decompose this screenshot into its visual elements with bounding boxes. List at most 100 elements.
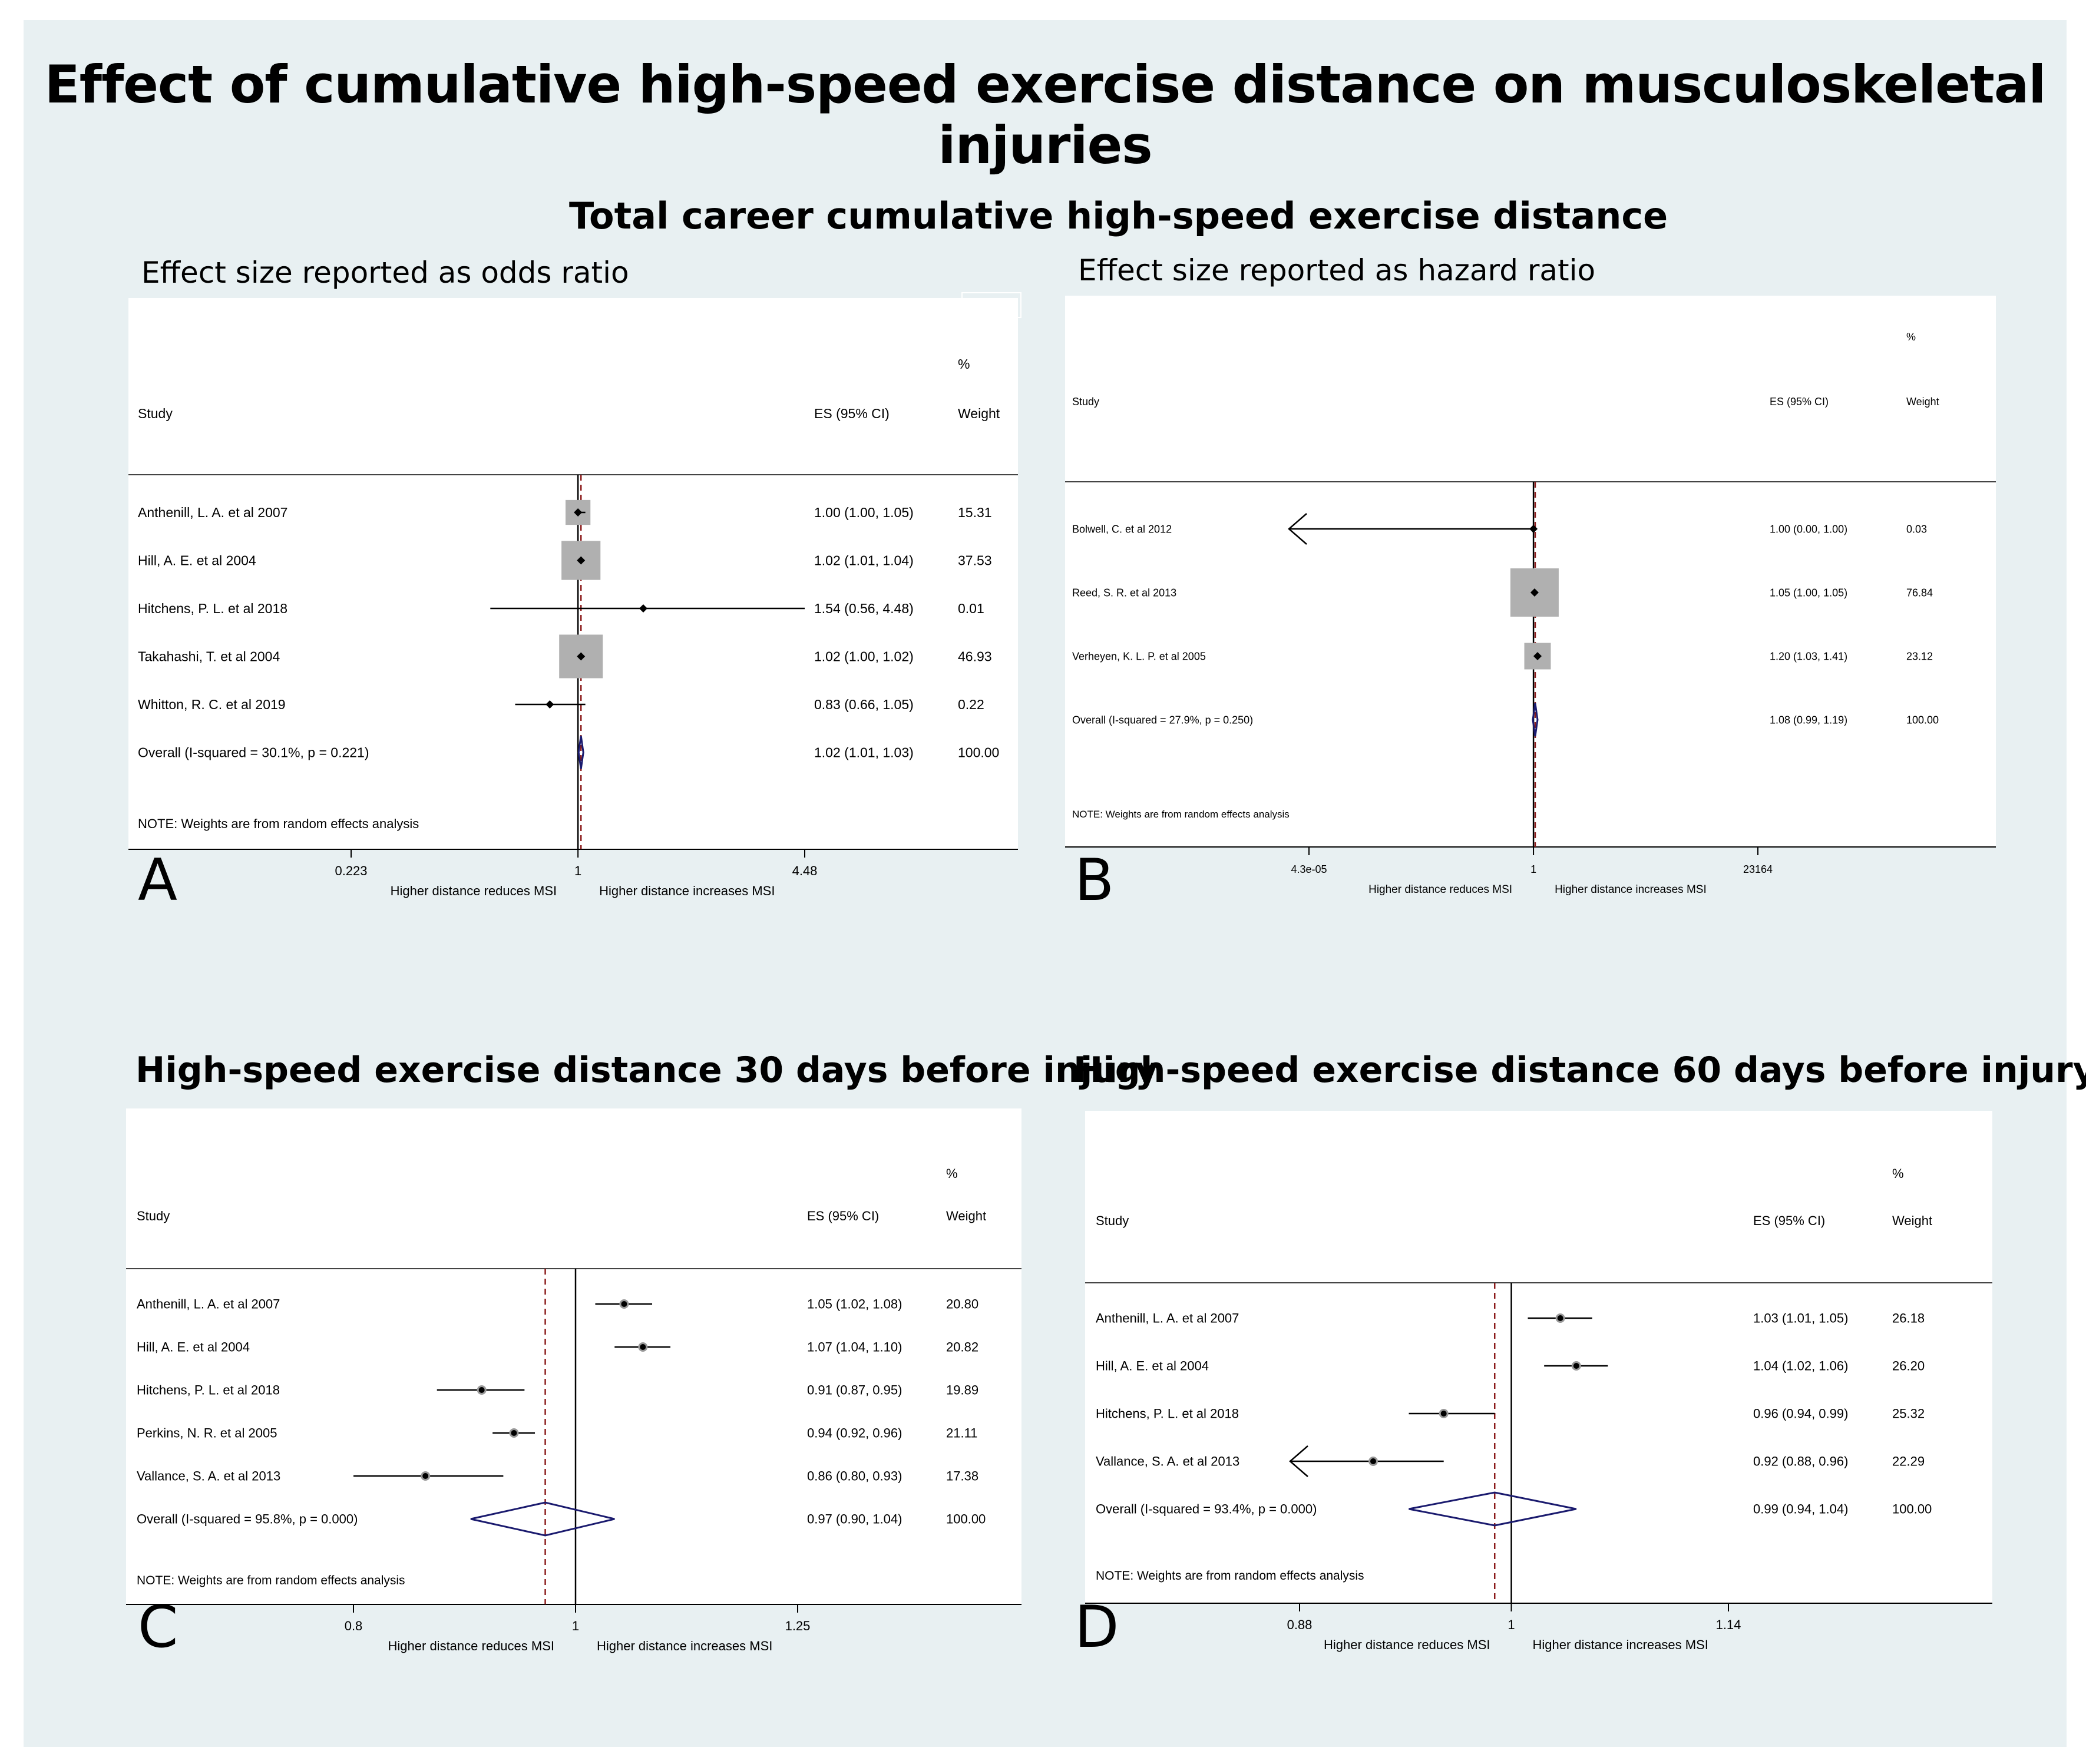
x-tick-label: 1.14	[1716, 1617, 1741, 1632]
point-estimate	[422, 1473, 429, 1479]
header-es: ES (95% CI)	[807, 1209, 879, 1223]
point-estimate	[546, 700, 554, 709]
study-es-text: 1.00 (1.00, 1.05)	[814, 505, 914, 520]
header-weight: Weight	[958, 406, 1000, 421]
study-label: Perkins, N. R. et al 2005	[137, 1426, 277, 1441]
study-label: Vallance, S. A. et al 2013	[1096, 1454, 1239, 1469]
study-label: Anthenill, L. A. et al 2007	[1096, 1311, 1239, 1326]
weights-note: NOTE: Weights are from random effects an…	[138, 816, 419, 831]
overall-weight-text: 100.00	[946, 1512, 986, 1527]
study-es-text: 0.91 (0.87, 0.95)	[807, 1383, 902, 1398]
point-estimate	[1370, 1458, 1377, 1464]
figure-background: Effect of cumulative high-speed exercise…	[24, 20, 2086, 1747]
study-weight-text: 26.20	[1892, 1359, 1925, 1374]
study-es-text: 1.54 (0.56, 4.48)	[814, 601, 914, 616]
xlabel-right: Higher distance increases MSI	[1533, 1637, 1708, 1652]
study-label: Hitchens, P. L. et al 2018	[138, 601, 287, 616]
overall-es-text: 1.02 (1.01, 1.03)	[814, 745, 914, 760]
overall-diamond	[470, 1501, 615, 1537]
study-es-text: 0.92 (0.88, 0.96)	[1753, 1454, 1848, 1469]
study-es-text: 1.02 (1.01, 1.04)	[814, 553, 914, 568]
study-es-text: 1.03 (1.01, 1.05)	[1753, 1311, 1848, 1326]
study-es-text: 1.05 (1.02, 1.08)	[807, 1297, 902, 1312]
study-weight-text: 17.38	[946, 1469, 978, 1484]
xlabel-left: Higher distance reduces MSI	[388, 1639, 554, 1653]
point-estimate	[511, 1430, 517, 1436]
study-weight-text: 25.32	[1892, 1406, 1925, 1421]
study-es-text: 1.04 (1.02, 1.06)	[1753, 1359, 1848, 1374]
study-label: Hitchens, P. L. et al 2018	[1096, 1406, 1239, 1421]
overall-weight-text: 100.00	[1892, 1502, 1932, 1517]
x-tick-label: 4.48	[792, 863, 818, 878]
study-es-text: 1.05 (1.00, 1.05)	[1770, 587, 1847, 598]
study-es-text: 0.83 (0.66, 1.05)	[814, 697, 914, 712]
header-es: ES (95% CI)	[1770, 396, 1829, 408]
point-estimate	[621, 1301, 627, 1307]
header-study: Study	[138, 406, 173, 421]
study-weight-text: 76.84	[1906, 587, 1933, 598]
overall-weight-text: 100.00	[1906, 714, 1939, 726]
xlabel-left: Higher distance reduces MSI	[1324, 1637, 1490, 1652]
study-es-text: 1.20 (1.03, 1.41)	[1770, 650, 1847, 662]
point-estimate	[574, 508, 583, 517]
weights-note: NOTE: Weights are from random effects an…	[1096, 1569, 1364, 1583]
header-study: Study	[1096, 1213, 1129, 1228]
overall-label: Overall (I-squared = 30.1%, p = 0.221)	[138, 745, 369, 760]
study-label: Anthenill, L. A. et al 2007	[137, 1297, 280, 1312]
odds-ratio-label: Effect size reported as odds ratio	[141, 256, 629, 290]
forest-plot-d: % Study ES (95% CI) Weight Anthenill, L. A. …	[1085, 1111, 1992, 1652]
plot-area	[1085, 1111, 1992, 1603]
forest-plot-c: % Study ES (95% CI) Weight Anthenill, L. A. …	[126, 1108, 1021, 1653]
career-section-title: Total career cumulative high-speed exerc…	[569, 194, 1668, 237]
study-weight-text: 46.93	[958, 649, 992, 664]
x-tick-label: 1	[574, 863, 581, 878]
overall-weight-text: 100.00	[958, 745, 999, 760]
xlabel-left: Higher distance reduces MSI	[1368, 883, 1512, 896]
header-weight: Weight	[1892, 1213, 1932, 1228]
study-label: Whitton, R. C. et al 2019	[138, 697, 286, 712]
forest-plot-b: % Study ES (95% CI) Weight Bolwell, C. et al…	[1065, 296, 1996, 896]
study-label: Takahashi, T. et al 2004	[138, 649, 280, 664]
x-tick-label: 23164	[1743, 863, 1773, 875]
overall-label: Overall (I-squared = 95.8%, p = 0.000)	[137, 1512, 358, 1527]
header-percent: %	[946, 1166, 958, 1181]
study-es-text: 0.96 (0.94, 0.99)	[1753, 1406, 1848, 1421]
x-tick-label: 1	[572, 1619, 579, 1633]
study-label: Anthenill, L. A. et al 2007	[138, 505, 287, 520]
header-percent: %	[1892, 1166, 1904, 1181]
panel-letter-b: B	[1075, 847, 1115, 914]
overall-label: Overall (I-squared = 93.4%, p = 0.000)	[1096, 1502, 1317, 1517]
header-percent: %	[1906, 331, 1916, 343]
overall-diamond	[577, 736, 584, 769]
forest-plot-a: % Study ES (95% CI) Weight Anthenill, L. A. …	[128, 298, 1018, 898]
overall-es-text: 1.08 (0.99, 1.19)	[1770, 714, 1847, 726]
x-tick-label: 0.8	[345, 1619, 363, 1633]
days30-section-title: High-speed exercise distance 30 days bef…	[135, 1050, 1158, 1091]
point-estimate	[577, 556, 586, 565]
study-label: Hill, A. E. et al 2004	[138, 553, 256, 568]
xlabel-right: Higher distance increases MSI	[597, 1639, 772, 1653]
study-label: Reed, S. R. et al 2013	[1072, 587, 1176, 598]
study-es-text: 1.02 (1.00, 1.02)	[814, 649, 914, 664]
header-es: ES (95% CI)	[814, 406, 890, 421]
study-weight-text: 26.18	[1892, 1311, 1925, 1326]
study-weight-text: 37.53	[958, 553, 992, 568]
study-label: Bolwell, C. et al 2012	[1072, 523, 1172, 535]
study-weight-text: 0.03	[1906, 523, 1927, 535]
header-study: Study	[1072, 396, 1099, 408]
point-estimate	[639, 604, 647, 613]
overall-diamond	[1409, 1491, 1577, 1527]
point-estimate	[640, 1344, 646, 1350]
point-estimate	[1530, 588, 1539, 597]
study-label: Hill, A. E. et al 2004	[137, 1340, 250, 1355]
study-label: Hitchens, P. L. et al 2018	[137, 1383, 280, 1398]
panel-letter-a: A	[138, 847, 178, 914]
study-weight-text: 0.01	[958, 601, 984, 616]
hazard-ratio-label: Effect size reported as hazard ratio	[1078, 253, 1596, 287]
days60-section-title: High-speed exercise distance 60 days bef…	[1073, 1050, 2086, 1091]
ci-arrow	[1289, 1445, 1308, 1477]
point-estimate	[577, 652, 586, 661]
header-percent: %	[958, 356, 970, 372]
point-estimate	[1529, 525, 1538, 533]
xlabel-right: Higher distance increases MSI	[1555, 883, 1707, 896]
